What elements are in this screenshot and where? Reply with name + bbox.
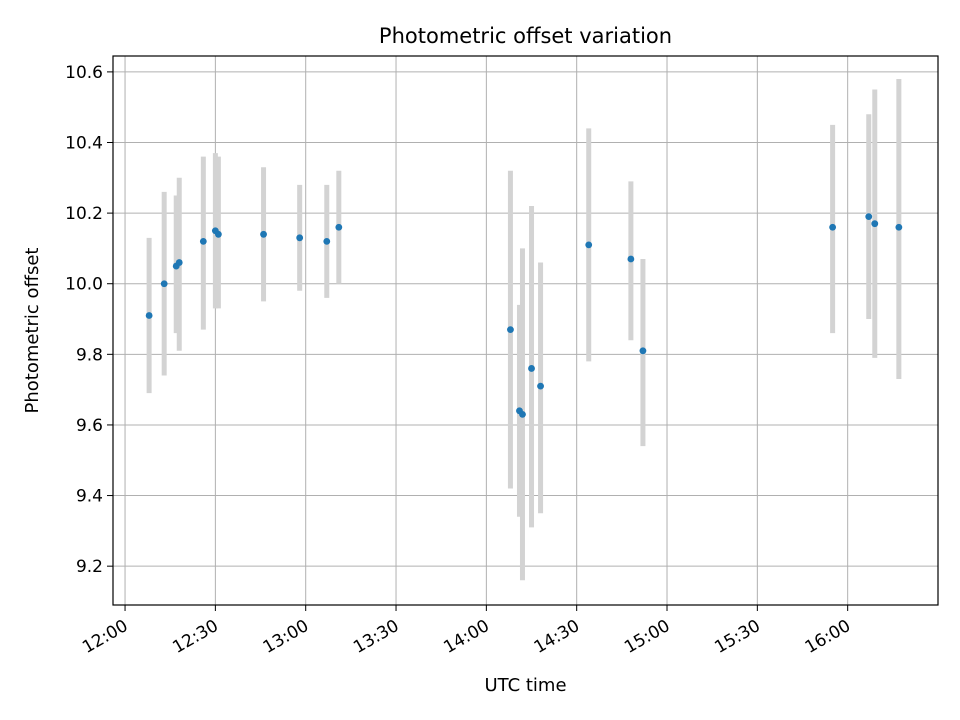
grid-lines [113,56,938,605]
data-point [537,382,544,390]
data-point [296,234,304,242]
y-axis-ticks: 9.2 9.4 9.6 9.8 10.0 10.2 10.4 10.6 [65,63,113,577]
data-point [528,365,535,372]
data-point [519,410,526,418]
data-point [585,241,593,249]
data-point [160,280,168,288]
data-points [145,213,903,418]
data-point [323,237,331,245]
data-point [865,213,873,221]
plot-area [113,56,938,605]
data-point [199,237,207,245]
y-tick-label: 9.4 [76,487,103,507]
data-point [175,259,183,266]
data-point [507,326,514,334]
data-point [145,312,153,319]
y-tick-label: 10.6 [65,63,103,83]
data-point [335,223,343,231]
data-point [871,220,879,228]
plot-frame [112,55,939,606]
y-tick-label: 10.4 [65,133,103,153]
data-point [895,223,903,231]
y-tick-label: 10.0 [65,275,103,295]
data-point [627,255,635,263]
data-point [214,230,222,238]
data-point [260,230,267,238]
y-tick-label: 9.2 [76,557,103,577]
y-tick-label: 10.2 [65,204,103,224]
y-tick-label: 9.8 [76,345,103,365]
x-axis-title: UTC time [484,675,566,696]
data-point [639,347,647,355]
chart-title: Photometric offset variation [379,24,672,48]
data-point [829,223,837,231]
y-axis-title: Photometric offset [22,248,43,414]
y-tick-label: 9.6 [76,416,103,436]
